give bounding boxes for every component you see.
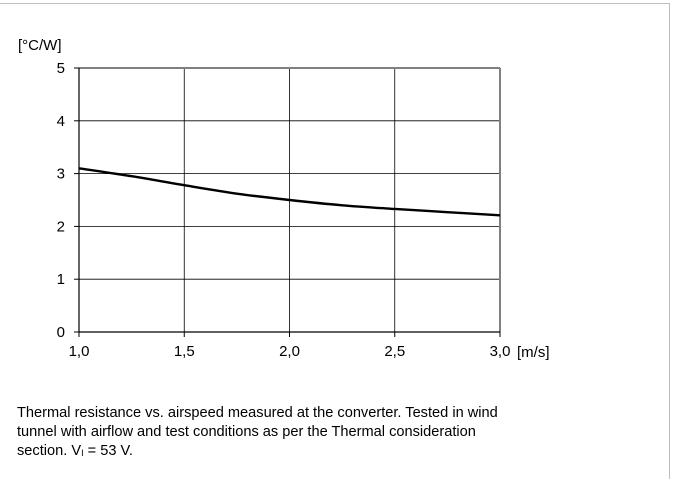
series-line <box>78 167 501 217</box>
y-axis-label: [°C/W] <box>18 37 62 54</box>
series <box>78 167 501 217</box>
caption-line-3-prefix: section. V <box>17 443 82 459</box>
x-tick-label: 3,0 <box>490 343 511 360</box>
caption-line-3-suffix: = 53 V. <box>83 443 133 459</box>
caption-line-1: Thermal resistance vs. airspeed measured… <box>17 405 498 421</box>
y-tick-label: 0 <box>57 324 65 341</box>
caption-line-3-subscript: I <box>81 448 84 458</box>
y-tick-label: 5 <box>57 60 65 77</box>
y-tick-label: 1 <box>57 271 65 288</box>
y-tick-label: 4 <box>57 113 65 130</box>
thermal-resistance-chart: [°C/W] [m/s] 0 1 2 3 4 5 1,0 1,5 2,0 2,5 3,0 <box>18 37 550 361</box>
x-axis-label: [m/s] <box>517 344 550 361</box>
figure-caption: Thermal resistance vs. airspeed measured… <box>17 404 667 463</box>
x-tick-label: 1,5 <box>174 343 195 360</box>
x-tick-label: 2,0 <box>279 343 300 360</box>
y-tick-label: 3 <box>57 166 65 183</box>
y-tick-label: 2 <box>57 218 65 235</box>
figure-frame <box>0 3 670 479</box>
caption-line-3: section. VI = 53 V. <box>17 442 667 463</box>
axes <box>74 67 501 337</box>
caption-line-2: tunnel with airflow and test conditions … <box>17 424 476 440</box>
x-tick-label: 2,5 <box>384 343 405 360</box>
axis-labels: [°C/W] [m/s] 0 1 2 3 4 5 1,0 1,5 2,0 2,5 3,0 <box>18 37 550 361</box>
x-tick-label: 1,0 <box>69 343 90 360</box>
